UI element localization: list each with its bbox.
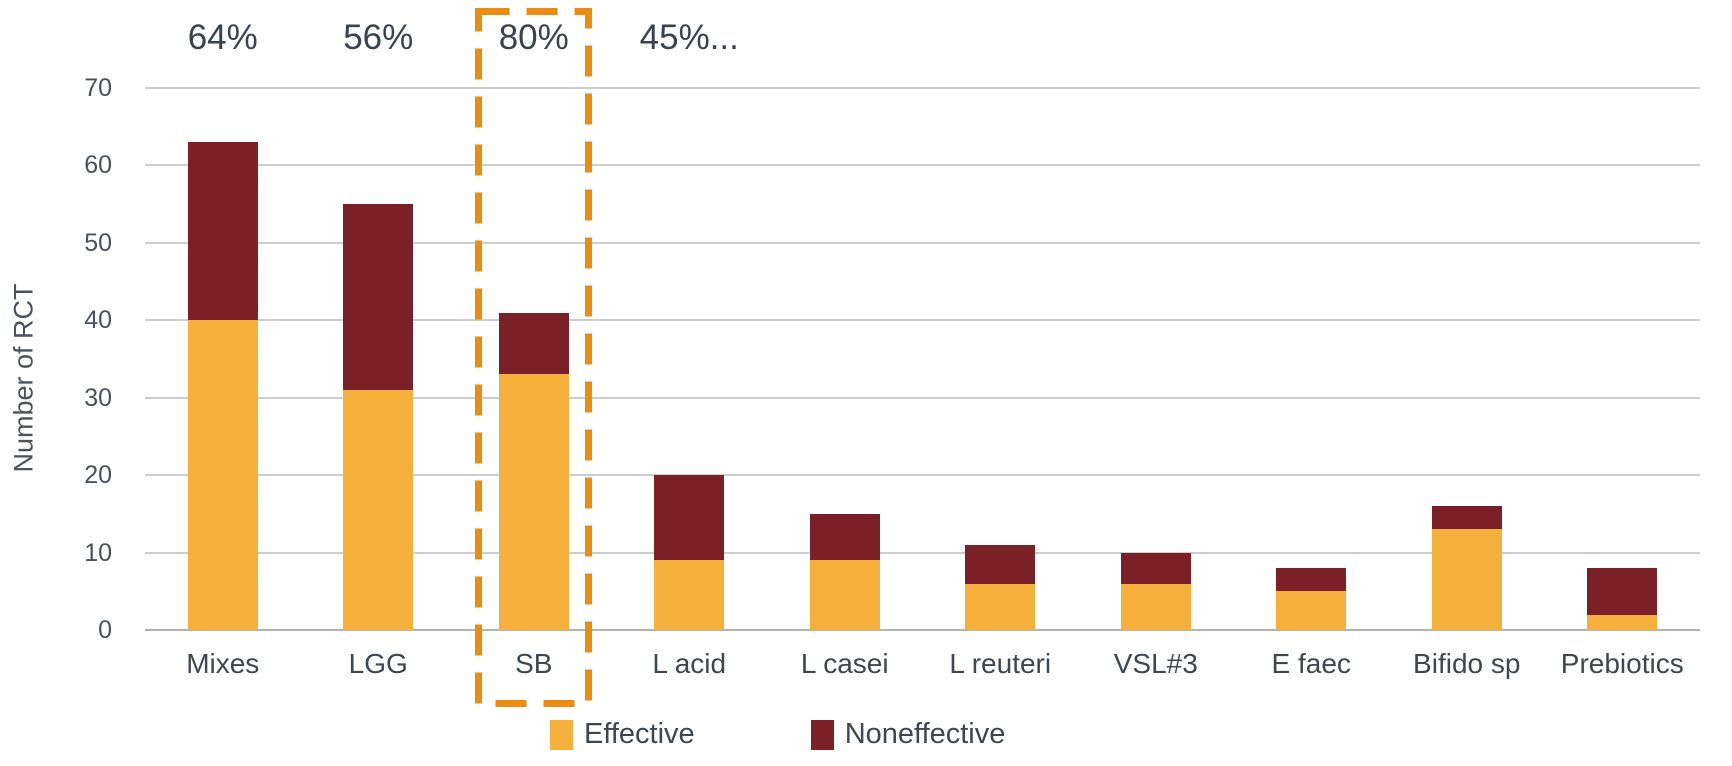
y-tick-label-10: 10 xyxy=(84,538,112,567)
bar-mixes xyxy=(187,142,258,630)
bar-vsl-3 xyxy=(1120,552,1191,630)
gridline-40 xyxy=(145,319,1700,322)
x-label-vsl-3: VSL#3 xyxy=(1113,648,1198,679)
bar-bifido-sp xyxy=(1431,506,1502,630)
percent-label-lgg: 56% xyxy=(343,18,414,57)
percent-label-sb: 80% xyxy=(498,18,569,57)
bar-e-faec-effective-segment xyxy=(1276,591,1347,630)
x-label-mixes: Mixes xyxy=(186,648,260,679)
effective-color-swatch xyxy=(550,719,573,750)
plot-area xyxy=(145,87,1700,631)
bar-sb xyxy=(498,312,569,630)
percent-label-l-acid: 45%... xyxy=(639,18,739,57)
x-label-prebiotics: Prebiotics xyxy=(1560,648,1684,679)
bar-l-casei-effective-segment xyxy=(809,560,880,630)
bar-e-faec xyxy=(1276,568,1347,630)
x-label-l-acid: L acid xyxy=(652,648,727,679)
y-tick-label-60: 60 xyxy=(84,151,112,180)
y-tick-label-40: 40 xyxy=(84,306,112,335)
x-label-l-reuteri: L reuteri xyxy=(949,648,1052,679)
gridline-20 xyxy=(145,474,1700,477)
x-label-l-casei: L casei xyxy=(800,648,889,679)
bar-lgg-effective-segment xyxy=(343,389,414,630)
y-tick-label-0: 0 xyxy=(98,616,112,644)
legend-item-noneffective: Noneffective xyxy=(810,718,1006,751)
bar-l-reuteri-noneffective-segment xyxy=(965,544,1036,584)
bar-l-casei xyxy=(809,513,880,630)
gridline-70 xyxy=(145,87,1700,89)
legend: Effective Noneffective xyxy=(550,718,1005,751)
bar-bifido-sp-noneffective-segment xyxy=(1431,506,1502,530)
x-label-bifido-sp: Bifido sp xyxy=(1413,648,1521,679)
bar-l-acid xyxy=(654,475,725,630)
x-label-sb: SB xyxy=(515,648,553,679)
y-tick-label-20: 20 xyxy=(84,461,112,490)
bar-mixes-noneffective-segment xyxy=(187,142,258,321)
effective-legend-label: Effective xyxy=(584,718,695,750)
bar-sb-effective-segment xyxy=(498,374,569,630)
gridline-50 xyxy=(145,241,1700,244)
gridline-60 xyxy=(145,164,1700,167)
bar-vsl-3-effective-segment xyxy=(1120,583,1191,630)
bar-prebiotics xyxy=(1587,568,1658,630)
percent-label-mixes: 64% xyxy=(187,18,258,57)
y-tick-label-30: 30 xyxy=(84,383,112,412)
x-label-lgg: LGG xyxy=(348,648,408,679)
bar-l-acid-effective-segment xyxy=(654,560,725,630)
bar-prebiotics-noneffective-segment xyxy=(1587,568,1658,615)
bar-e-faec-noneffective-segment xyxy=(1276,568,1347,592)
bar-lgg xyxy=(343,204,414,630)
bar-vsl-3-noneffective-segment xyxy=(1120,552,1191,584)
bar-mixes-effective-segment xyxy=(187,320,258,630)
x-label-e-faec: E faec xyxy=(1271,648,1351,679)
legend-item-effective: Effective xyxy=(550,718,695,751)
bar-bifido-sp-effective-segment xyxy=(1431,529,1502,630)
bar-l-casei-noneffective-segment xyxy=(809,513,880,561)
bar-lgg-noneffective-segment xyxy=(343,204,414,390)
bar-l-reuteri-effective-segment xyxy=(965,583,1036,630)
noneffective-color-swatch xyxy=(810,719,834,750)
gridline-30 xyxy=(145,396,1700,399)
y-tick-label-50: 50 xyxy=(84,228,112,257)
gridline-10 xyxy=(145,551,1700,554)
y-tick-label-70: 70 xyxy=(84,74,112,102)
noneffective-legend-label: Noneffective xyxy=(844,718,1006,750)
gridline-0 xyxy=(145,629,1700,631)
bar-l-acid-noneffective-segment xyxy=(654,475,725,561)
bar-prebiotics-effective-segment xyxy=(1587,614,1658,630)
bar-l-reuteri xyxy=(965,544,1036,630)
bar-sb-noneffective-segment xyxy=(498,312,569,375)
